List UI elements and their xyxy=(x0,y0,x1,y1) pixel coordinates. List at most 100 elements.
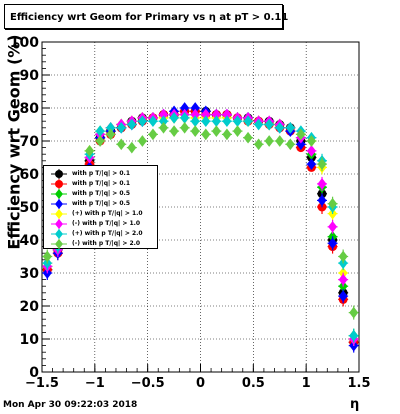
data-point xyxy=(190,108,200,121)
y-tick-label: 20 xyxy=(20,299,40,315)
legend-marker xyxy=(55,170,63,178)
data-point xyxy=(264,135,274,147)
data-point xyxy=(328,197,338,210)
data-point xyxy=(137,115,147,128)
timestamp: Mon Apr 30 09:22:03 2018 xyxy=(3,400,138,410)
data-point xyxy=(338,250,348,263)
data-point xyxy=(306,158,316,170)
x-tick-label: −1.5 xyxy=(25,376,59,391)
data-point xyxy=(328,237,338,250)
data-point xyxy=(42,250,52,263)
legend: with p T/|q| > 0.1 with p T/|q| > 0.1 with… xyxy=(43,165,158,249)
legend-entry: with p T/|q| > 0.5 xyxy=(44,199,157,209)
legend-entry: with p T/|q| > 0.5 xyxy=(44,189,157,199)
legend-entry: (+) with p T/|q| > 1.0 xyxy=(44,209,157,219)
legend-marker xyxy=(55,180,63,188)
data-point xyxy=(180,112,190,124)
legend-label: (-) with p T/|q| > 1.0 xyxy=(72,220,141,227)
x-tick-label: 0.5 xyxy=(242,376,265,391)
legend-marker-icon xyxy=(51,239,67,249)
data-point xyxy=(190,125,200,137)
legend-marker-icon xyxy=(51,189,67,199)
data-point xyxy=(190,115,200,128)
x-axis-label: η xyxy=(350,397,360,412)
data-point xyxy=(232,125,242,137)
y-tick-label: 100 xyxy=(10,35,39,51)
data-point xyxy=(106,128,116,141)
x-tick-label: −0.5 xyxy=(131,376,165,391)
legend-marker xyxy=(55,199,63,209)
data-point xyxy=(338,290,348,302)
data-point xyxy=(159,115,169,128)
legend-label: with p T/|q| > 0.1 xyxy=(72,180,131,187)
x-tick-label: 1 xyxy=(302,376,311,391)
legend-label: (-) with p T/|q| > 2.0 xyxy=(72,240,141,247)
legend-label: (+) with p T/|q| > 1.0 xyxy=(72,210,143,217)
legend-entry: with p T/|q| > 0.1 xyxy=(44,179,157,189)
legend-entry: (+) with p T/|q| > 2.0 xyxy=(44,229,157,239)
legend-label: with p T/|q| > 0.5 xyxy=(72,190,131,197)
data-point xyxy=(106,121,116,134)
chart-title: Efficiency wrt Geom for Primary vs η at … xyxy=(4,4,288,29)
data-point xyxy=(317,194,327,207)
data-point xyxy=(254,118,264,131)
data-point xyxy=(159,108,169,121)
legend-marker xyxy=(55,239,63,249)
y-axis-label: Efficiency wrt Geom (%) xyxy=(4,34,24,250)
data-point xyxy=(306,135,316,147)
data-point xyxy=(180,102,190,114)
y-tick-label: 70 xyxy=(20,134,40,150)
data-point xyxy=(211,108,221,121)
data-point xyxy=(201,108,211,121)
data-point xyxy=(190,102,200,114)
data-point xyxy=(222,115,232,128)
data-point xyxy=(180,121,190,134)
data-point xyxy=(148,128,158,141)
x-tick-label: 0 xyxy=(196,376,205,391)
data-point xyxy=(296,138,306,151)
legend-marker xyxy=(55,229,63,239)
data-point xyxy=(116,121,126,134)
data-series xyxy=(42,102,359,353)
legend-marker-icon xyxy=(51,209,67,219)
data-point xyxy=(285,138,295,151)
y-tick-label: 90 xyxy=(20,68,40,84)
data-point xyxy=(169,125,179,137)
y-tick-label: 10 xyxy=(20,332,40,348)
y-tick-label: 30 xyxy=(20,266,40,282)
y-tick-label: 40 xyxy=(20,233,40,249)
data-point xyxy=(296,128,306,141)
data-point xyxy=(127,118,137,131)
legend-label: with p T/|q| > 0.1 xyxy=(72,170,131,177)
data-point xyxy=(243,115,253,128)
y-tick-labels: 0 10 20 30 40 50 60 70 80 90 100 xyxy=(10,35,39,381)
legend-marker-icon xyxy=(51,199,67,209)
legend-label: (+) with p T/|q| > 2.0 xyxy=(72,230,143,237)
data-point xyxy=(201,128,211,141)
data-point xyxy=(127,141,137,154)
y-tick-label: 50 xyxy=(20,200,40,216)
data-point xyxy=(317,158,327,170)
data-point xyxy=(243,131,253,144)
data-point xyxy=(232,115,242,128)
data-point xyxy=(349,329,359,342)
y-tick-label: 80 xyxy=(20,101,40,117)
legend-marker-icon xyxy=(51,219,67,229)
data-point xyxy=(116,138,126,151)
data-point xyxy=(169,112,179,124)
legend-entry: (-) with p T/|q| > 1.0 xyxy=(44,219,157,229)
x-tick-labels: −1.5 −1 −0.5 0 0.5 1 1.5 xyxy=(25,376,370,391)
y-tick-label: 0 xyxy=(29,365,39,381)
data-point xyxy=(275,121,285,134)
x-tick-label: 1.5 xyxy=(347,376,370,391)
legend-label: with p T/|q| > 0.5 xyxy=(72,200,131,207)
data-point xyxy=(211,125,221,137)
data-point xyxy=(222,128,232,141)
data-point xyxy=(317,178,327,190)
data-point xyxy=(201,115,211,128)
data-point xyxy=(349,306,359,319)
legend-marker-icon xyxy=(51,179,67,189)
x-tick-label: −1 xyxy=(85,376,105,391)
legend-marker-icon xyxy=(51,229,67,239)
